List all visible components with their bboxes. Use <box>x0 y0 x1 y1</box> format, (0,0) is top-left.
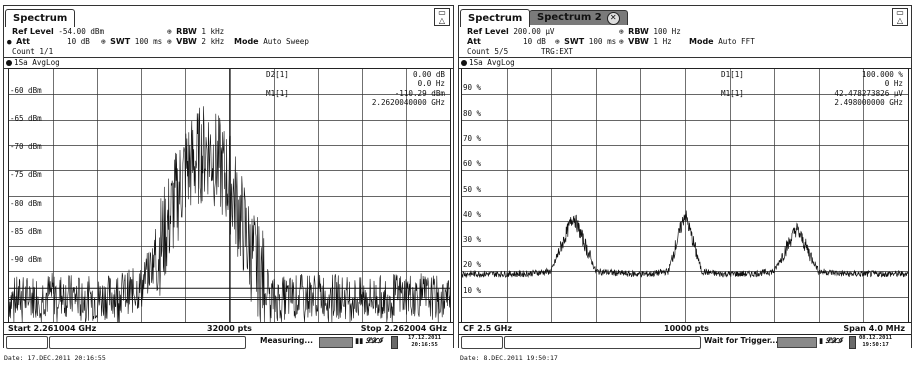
left-screen-config-icon[interactable]: ▭ △ <box>434 8 450 26</box>
left-y-tick-label: -80 dBm <box>10 198 42 208</box>
left-marker-d2-level: 0.00 dB <box>412 70 445 79</box>
right-y-tick-label: 80 % <box>463 108 482 118</box>
left-trace-series <box>9 106 450 322</box>
right-footer: CF 2.5 GHz 10000 pts Span 4.0 MHz <box>459 322 911 335</box>
left-y-tick-label: -65 dBm <box>10 114 42 124</box>
left-y-tick-label: -85 dBm <box>10 226 42 236</box>
right-screen-config-icon[interactable]: ▭ △ <box>892 8 908 26</box>
left-stop-freq: Stop 2.262004 GHz <box>360 324 447 333</box>
right-status-field-1 <box>461 336 503 349</box>
right-status-field-2 <box>504 336 701 349</box>
left-status-text: Measuring... <box>260 336 313 345</box>
right-caption: Date: 8.DEC.2011 19:50:17 <box>460 354 558 362</box>
left-start-freq: Start 2.261004 GHz <box>8 324 97 333</box>
left-lxi-icon: ▮▮ 𝓛𝓧𝓘 <box>355 336 383 345</box>
left-sweep-points: 32000 pts <box>207 324 252 333</box>
right-marker-m1-freq: 2.498000000 GHz <box>834 98 903 107</box>
left-vbw: ⊕ VBW 2 kHz <box>167 37 225 46</box>
right-y-tick-label: 20 % <box>463 260 482 270</box>
left-att: ● Att <box>7 37 30 46</box>
right-trigger: TRG:EXT <box>541 47 574 56</box>
left-y-tick-label: -70 dBm <box>10 142 42 152</box>
left-att-value: 10 dB <box>67 37 90 46</box>
right-att-value: 10 dB <box>523 37 546 46</box>
right-swt: ⊕ SWT 100 ms <box>555 37 617 46</box>
right-y-tick-label: 10 % <box>463 285 482 295</box>
right-y-tick-label: 40 % <box>463 209 482 219</box>
right-status-bar: Wait for Trigger... ▮ 𝓛𝓧𝓘 08.12.2011 19:5… <box>459 334 911 349</box>
right-spectrum-window: Spectrum Spectrum 2 ✕ ▭ △ Ref Level 200.00… <box>458 5 912 349</box>
left-marker-m1-name: M1[1] <box>266 89 289 98</box>
right-status-datetime: 08.12.2011 19:50:17 <box>859 335 893 348</box>
right-marker-d1-level: 100.000 % <box>861 70 903 79</box>
right-center-freq: CF 2.5 GHz <box>463 324 512 333</box>
left-tab-spectrum[interactable]: Spectrum <box>5 9 76 27</box>
right-count: Count 5/5 <box>467 47 509 56</box>
left-status-field-2 <box>49 336 246 349</box>
left-status-field-1 <box>6 336 48 349</box>
left-ref-level: Ref Level -54.00 dBm <box>12 27 105 36</box>
right-tab-spectrum-2[interactable]: Spectrum 2 ✕ <box>529 10 628 25</box>
right-rbw: ⊕ RBW 100 Hz <box>619 27 681 36</box>
right-vbw: ⊕ VBW 1 Hz <box>619 37 672 46</box>
left-rbw: ⊕ RBW 1 kHz <box>167 27 225 36</box>
left-plot-area <box>8 68 451 323</box>
left-y-tick-label: -60 dBm <box>10 86 42 96</box>
left-status-dark-block <box>391 336 398 349</box>
right-tab-spectrum[interactable]: Spectrum <box>460 9 531 27</box>
left-marker-m1-level: -110.29 dBm <box>394 89 445 98</box>
left-swt: ⊕ SWT 100 ms <box>101 37 163 46</box>
right-plot-area <box>461 68 909 323</box>
left-marker-d2-name: D2[1] <box>266 70 289 79</box>
right-status-dark-block <box>849 336 856 349</box>
right-marker-d1-name: D1[1] <box>721 70 744 79</box>
right-y-tick-label: 60 % <box>463 159 482 169</box>
left-footer: Start 2.261004 GHz 32000 pts Stop 2.2620… <box>4 322 453 335</box>
right-y-tick-label: 50 % <box>463 184 482 194</box>
right-mode: Mode Auto FFT <box>689 37 755 46</box>
left-status-bar: Measuring... ▮▮ 𝓛𝓧𝓘 17.12.2011 20:16:55 <box>4 334 453 349</box>
right-ref-level: Ref Level 200.00 µV <box>467 27 555 36</box>
left-status-datetime: 17.12.2011 20:16:55 <box>408 335 442 348</box>
close-tab-icon[interactable]: ✕ <box>606 12 620 25</box>
right-y-tick-label: 30 % <box>463 235 482 245</box>
right-status-text: Wait for Trigger... <box>704 336 779 345</box>
right-sweep-points: 10000 pts <box>664 324 709 333</box>
left-spectrum-chart <box>9 69 450 322</box>
right-lxi-icon: ▮ 𝓛𝓧𝓘 <box>819 336 843 345</box>
right-y-tick-label: 70 % <box>463 133 482 143</box>
left-count: Count 1/1 <box>12 47 54 56</box>
right-span: Span 4.0 MHz <box>843 324 905 333</box>
right-progress-bar <box>777 337 817 348</box>
right-marker-m1-level: 42.478273826 µV <box>834 89 903 98</box>
left-caption: Date: 17.DEC.2011 20:16:55 <box>4 354 106 362</box>
right-trace-series <box>462 210 908 279</box>
left-marker-d2-freq: 0.0 Hz <box>417 79 445 88</box>
left-y-tick-label: -90 dBm <box>10 254 42 264</box>
left-y-tick-label: -75 dBm <box>10 170 42 180</box>
left-mode: Mode Auto Sweep <box>234 37 309 46</box>
right-y-tick-label: 90 % <box>463 83 482 93</box>
right-spectrum-chart <box>462 69 908 322</box>
left-progress-bar <box>319 337 353 348</box>
right-marker-m1-name: M1[1] <box>721 89 744 98</box>
left-marker-m1-freq: 2.2620040000 GHz <box>371 98 445 107</box>
right-att: Att <box>467 37 481 46</box>
right-marker-d1-freq: 0 Hz <box>884 79 903 88</box>
left-spectrum-window: Spectrum ▭ △ Ref Level -54.00 dBm ⊕ RBW 1… <box>3 5 454 349</box>
